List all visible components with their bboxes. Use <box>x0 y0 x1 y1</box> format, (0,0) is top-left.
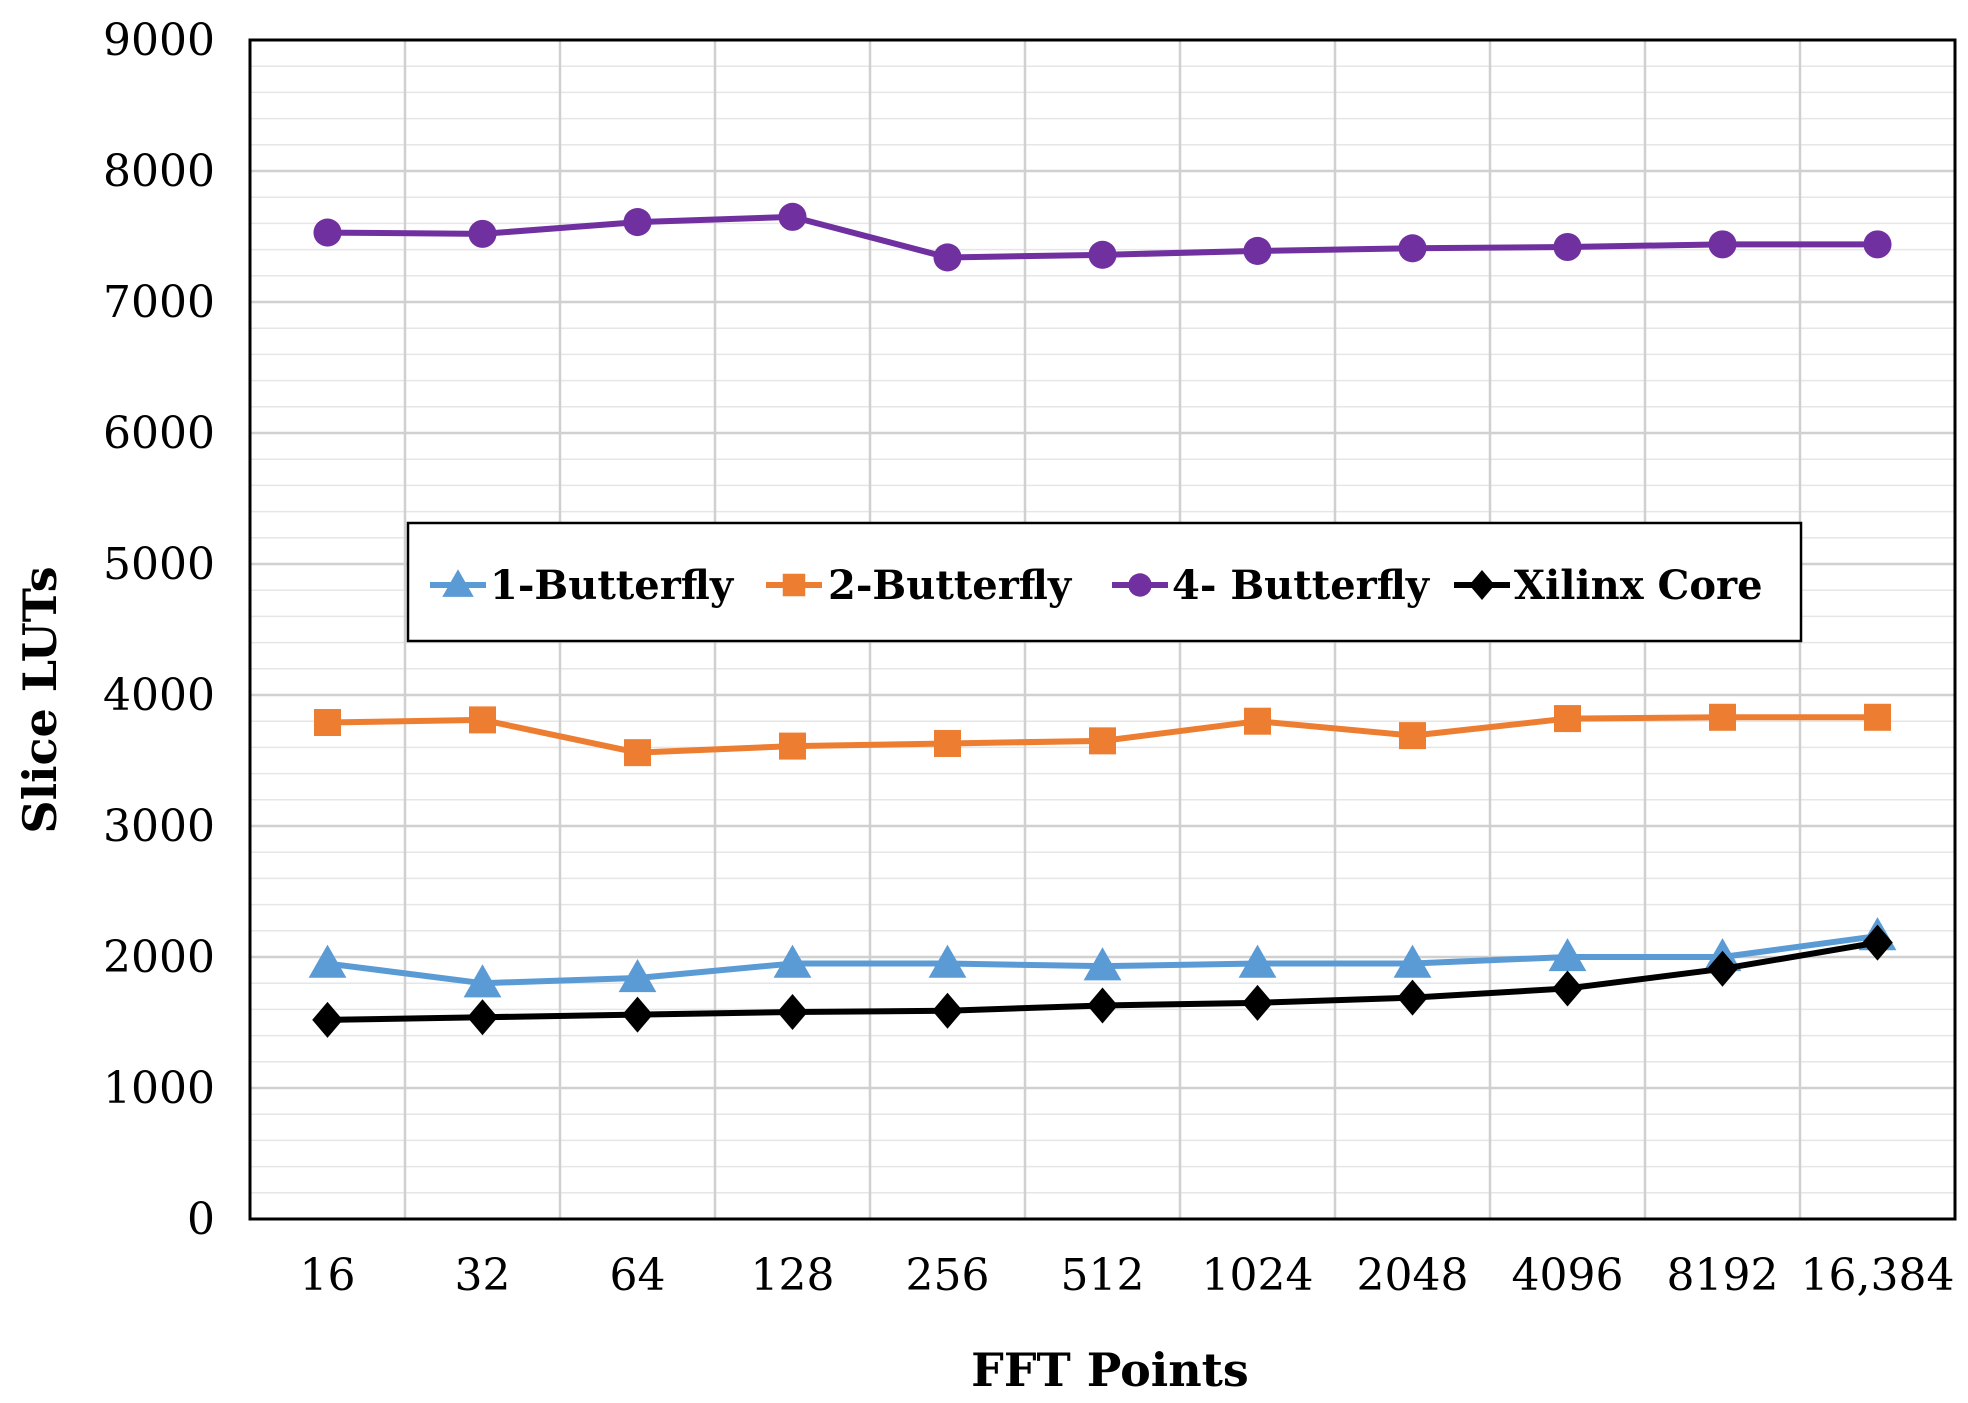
series-xilinx-core <box>312 924 1893 1038</box>
x-tick-label: 16,384 <box>1801 1250 1955 1301</box>
x-tick-label: 256 <box>906 1250 990 1301</box>
y-tick-label: 3000 <box>103 801 215 852</box>
data-point-circle <box>1088 240 1117 269</box>
data-point-square <box>1089 727 1116 755</box>
data-point-diamond <box>1469 570 1495 600</box>
data-point-square <box>1709 703 1736 731</box>
legend-label: 2-Butterfly <box>828 562 1073 609</box>
data-point-triangle <box>1548 938 1587 972</box>
y-tick-label: 0 <box>187 1194 215 1245</box>
y-axis-title: Slice LUTs <box>13 566 67 833</box>
y-tick-label: 6000 <box>103 408 215 459</box>
data-point-triangle <box>773 944 812 978</box>
data-point-diamond <box>1552 970 1583 1007</box>
data-point-triangle <box>928 944 967 978</box>
data-point-square <box>1244 707 1271 735</box>
data-point-square <box>624 739 651 767</box>
data-point-square <box>1554 705 1581 733</box>
data-point-diamond <box>1087 987 1118 1024</box>
data-point-triangle <box>463 964 502 998</box>
series-2-butterfly <box>314 703 1891 767</box>
y-tick-label: 4000 <box>103 670 215 721</box>
data-point-square <box>314 709 341 737</box>
data-point-circle <box>933 243 962 272</box>
y-tick-label: 8000 <box>103 146 215 197</box>
data-point-diamond <box>312 1001 343 1038</box>
legend-entry: Xilinx Core <box>1454 562 1763 609</box>
data-point-circle <box>1708 230 1737 259</box>
data-point-circle <box>468 219 497 248</box>
x-tick-label: 8192 <box>1667 1250 1779 1301</box>
data-point-triangle <box>308 944 347 978</box>
data-point-triangle <box>1393 944 1432 978</box>
data-point-circle <box>313 218 342 247</box>
data-point-circle <box>1863 230 1892 259</box>
legend-entry: 1-Butterfly <box>430 562 735 609</box>
data-point-triangle <box>442 569 474 597</box>
data-point-diamond <box>1862 924 1893 961</box>
x-tick-label: 512 <box>1061 1250 1145 1301</box>
plot-area-frame <box>248 38 1957 1221</box>
legend-label: 1-Butterfly <box>490 562 735 609</box>
x-axis-tick-labels: 16 32 64 128 256 512 1024 2048 4096 8192 16,384 <box>300 1250 1955 1301</box>
data-point-square <box>782 573 806 597</box>
legend-label: Xilinx Core <box>1514 562 1763 609</box>
x-tick-label: 32 <box>455 1250 511 1301</box>
data-point-square <box>934 729 961 757</box>
legend: 1-Butterfly 2-Butterfly 4- Butterfly Xilinx… <box>406 521 1803 643</box>
y-tick-label: 2000 <box>103 932 215 983</box>
data-point-diamond <box>1707 950 1738 987</box>
x-tick-label: 4096 <box>1512 1250 1624 1301</box>
x-tick-label: 2048 <box>1357 1250 1469 1301</box>
y-tick-label: 7000 <box>103 277 215 328</box>
legend-label: 4- Butterfly <box>1172 562 1431 609</box>
data-point-triangle <box>618 959 657 993</box>
data-point-circle <box>1243 236 1272 265</box>
data-point-circle <box>1398 234 1427 263</box>
data-point-diamond <box>777 994 808 1031</box>
x-tick-label: 1024 <box>1202 1250 1314 1301</box>
data-point-circle <box>1553 232 1582 262</box>
data-point-diamond <box>622 996 653 1033</box>
data-point-diamond <box>1397 979 1428 1016</box>
series-layer <box>308 202 1897 1038</box>
legend-box <box>406 521 1803 643</box>
y-axis-tick-labels: 0 1000 2000 3000 4000 5000 6000 7000 8000 9000 <box>103 15 215 1245</box>
data-point-circle <box>623 208 652 237</box>
legend-entry: 2-Butterfly <box>766 562 1073 609</box>
data-point-circle <box>1128 573 1152 597</box>
x-tick-label: 64 <box>610 1250 666 1301</box>
x-axis-title: FFT Points <box>971 1343 1249 1397</box>
data-point-square <box>1864 703 1891 731</box>
data-point-diamond <box>1242 984 1273 1021</box>
data-point-square <box>469 706 496 734</box>
x-tick-label: 16 <box>300 1250 356 1301</box>
series-4-butterfly <box>313 202 1892 272</box>
x-tick-label: 128 <box>751 1250 835 1301</box>
data-point-circle <box>778 202 807 231</box>
y-tick-label: 5000 <box>103 539 215 590</box>
data-point-triangle <box>1083 947 1122 981</box>
data-point-triangle <box>1238 944 1277 978</box>
data-point-square <box>779 732 806 760</box>
legend-entry: 4- Butterfly <box>1112 562 1431 609</box>
data-point-diamond <box>467 999 498 1036</box>
data-point-diamond <box>932 992 963 1029</box>
y-tick-label: 1000 <box>103 1063 215 1114</box>
data-point-square <box>1399 722 1426 750</box>
y-tick-label: 9000 <box>103 15 215 66</box>
